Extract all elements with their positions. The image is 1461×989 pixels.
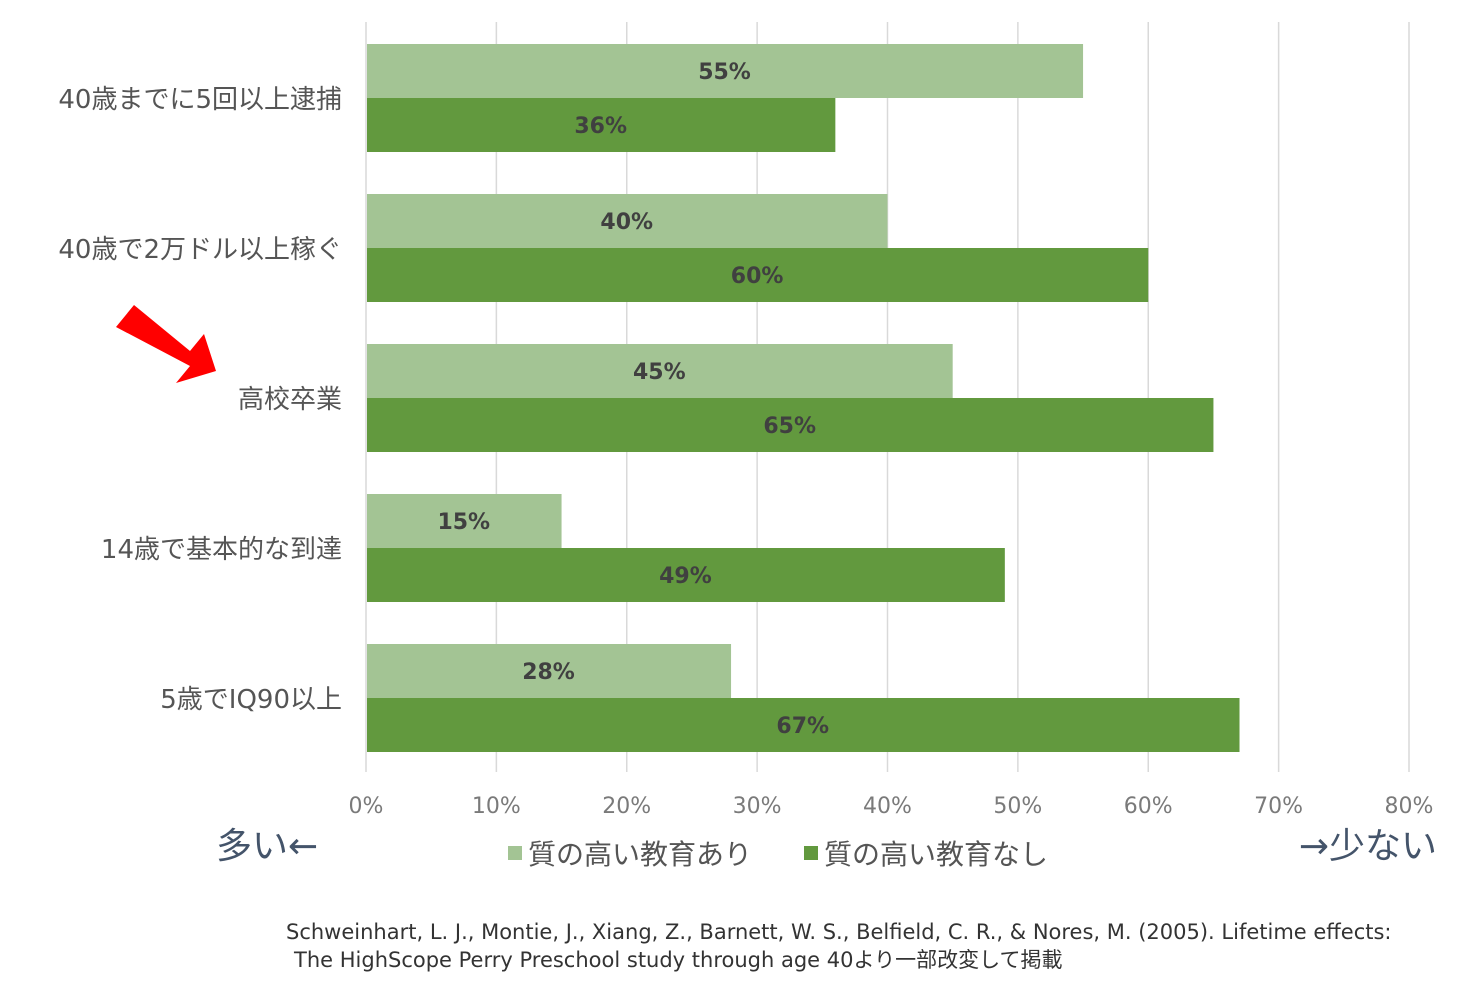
x-tick-label: 10% bbox=[472, 794, 521, 819]
x-tick-label: 60% bbox=[1124, 794, 1173, 819]
bar-value-label: 65% bbox=[763, 414, 816, 439]
bar-value-label: 28% bbox=[522, 660, 575, 685]
bar-value-label: 55% bbox=[698, 60, 751, 85]
category-label: 40歳までに5回以上逮捕 bbox=[58, 85, 342, 115]
bar bbox=[367, 194, 888, 248]
legend: 質の高い教育あり 質の高い教育なし bbox=[508, 838, 1048, 871]
bar-value-label: 40% bbox=[600, 210, 653, 235]
bar-value-label: 67% bbox=[776, 714, 829, 739]
x-tick-label: 70% bbox=[1254, 794, 1303, 819]
bar-value-labels: 55% 36% 40% 60% 45% 65% 15% 49% 28% 67% bbox=[437, 60, 829, 739]
x-tick-labels: 0% 10% 20% 30% 40% 50% 60% 70% 80% bbox=[349, 794, 1434, 819]
bar bbox=[367, 644, 732, 698]
direction-label-right: →少ない bbox=[1299, 826, 1437, 867]
x-tick-label: 30% bbox=[733, 794, 782, 819]
legend-swatch bbox=[508, 846, 522, 860]
bar-value-label: 36% bbox=[574, 114, 627, 139]
bar-value-label: 15% bbox=[437, 510, 490, 535]
category-label: 5歳でIQ90以上 bbox=[160, 685, 342, 715]
category-label: 40歳で2万ドル以上稼ぐ bbox=[58, 235, 342, 265]
bar bbox=[367, 398, 1214, 452]
category-label: 高校卒業 bbox=[238, 385, 342, 415]
bar bbox=[367, 44, 1084, 98]
x-tick-label: 20% bbox=[602, 794, 651, 819]
bar-value-label: 60% bbox=[731, 264, 784, 289]
bar bbox=[367, 344, 953, 398]
bar bbox=[367, 548, 1005, 602]
bar bbox=[367, 494, 562, 548]
citation-line-1: Schweinhart, L. J., Montie, J., Xiang, Z… bbox=[286, 920, 1392, 944]
bar-value-label: 45% bbox=[633, 360, 686, 385]
bar-chart: 55% 36% 40% 60% 45% 65% 15% 49% 28% 67% 40歳までに5回以… bbox=[58, 22, 1437, 871]
x-tick-label: 40% bbox=[863, 794, 912, 819]
x-tick-label: 50% bbox=[993, 794, 1042, 819]
highlight-arrow-icon bbox=[116, 305, 216, 383]
legend-label: 質の高い教育なし bbox=[824, 838, 1048, 871]
bar bbox=[367, 698, 1240, 752]
citation: Schweinhart, L. J., Montie, J., Xiang, Z… bbox=[286, 918, 1446, 974]
x-tick-label: 80% bbox=[1385, 794, 1434, 819]
category-label: 14歳で基本的な到達 bbox=[101, 535, 342, 565]
highlight-arrow-shape bbox=[116, 305, 216, 383]
bar-value-label: 49% bbox=[659, 564, 712, 589]
citation-line-2: The HighScope Perry Preschool study thro… bbox=[294, 948, 1063, 972]
legend-swatch bbox=[804, 846, 818, 860]
bar bbox=[367, 98, 836, 152]
legend-label: 質の高い教育あり bbox=[528, 838, 752, 871]
bars bbox=[367, 44, 1240, 752]
bar bbox=[367, 248, 1149, 302]
direction-label-left: 多い← bbox=[216, 826, 318, 867]
x-tick-label: 0% bbox=[349, 794, 384, 819]
